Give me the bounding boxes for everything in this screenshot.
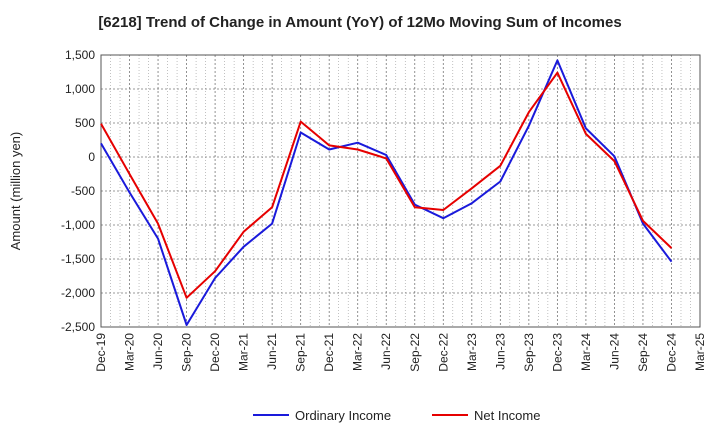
x-tick-label: Dec-23 [550,333,564,372]
y-tick-label: -500 [71,184,95,198]
y-tick-label: 1,500 [65,48,95,62]
x-tick-label: Jun-23 [493,333,507,370]
x-tick-label: Jun-20 [151,333,165,370]
y-axis-title: Amount (million yen) [8,132,23,251]
x-tick-label: Mar-23 [465,333,479,371]
x-tick-label: Dec-19 [94,333,108,372]
x-tick-label: Jun-24 [607,333,621,370]
x-tick-label: Mar-21 [237,333,251,371]
x-tick-label: Sep-22 [408,333,422,372]
series-layer [100,59,673,326]
y-axis-ticks: 1,500 1,000 500 0 -500 -1,000 -1,500 -2,000 -2,5… [61,48,95,334]
x-tick-label: Sep-24 [636,333,650,372]
y-tick-label: -1,000 [61,218,95,232]
legend-label: Net Income [474,408,540,423]
x-tick-label: Mar-22 [351,333,365,371]
x-tick-label: Jun-21 [265,333,279,370]
x-tick-label: Sep-23 [522,333,536,372]
x-tick-label: Mar-20 [123,333,137,371]
plot-frame [100,54,701,328]
y-tick-label: 1,000 [65,82,95,96]
y-tick-label: -2,500 [61,320,95,334]
x-tick-label: Jun-22 [379,333,393,370]
legend-label: Ordinary Income [295,408,391,423]
x-tick-label: Dec-22 [436,333,450,372]
y-tick-label: -2,000 [61,286,95,300]
y-tick-label: 0 [88,150,95,164]
x-tick-label: Mar-24 [579,333,593,371]
series-line-ordinary-income [100,59,673,326]
legend: Ordinary Income Net Income [253,408,540,423]
x-tick-label: Mar-25 [693,333,707,371]
x-tick-label: Dec-20 [208,333,222,372]
x-tick-label: Sep-21 [294,333,308,372]
x-axis-ticks: Dec-19 Mar-20 Jun-20 Sep-20 Dec-20 Mar-21 Jun-… [94,333,707,372]
y-tick-label: 500 [75,116,95,130]
y-tick-label: -1,500 [61,252,95,266]
x-tick-label: Sep-20 [180,333,194,372]
x-tick-label: Dec-21 [322,333,336,372]
x-tick-label: Dec-24 [664,333,678,372]
grid [100,54,701,328]
series-line-net-income [100,71,673,299]
chart-title: [6218] Trend of Change in Amount (YoY) o… [98,14,622,31]
